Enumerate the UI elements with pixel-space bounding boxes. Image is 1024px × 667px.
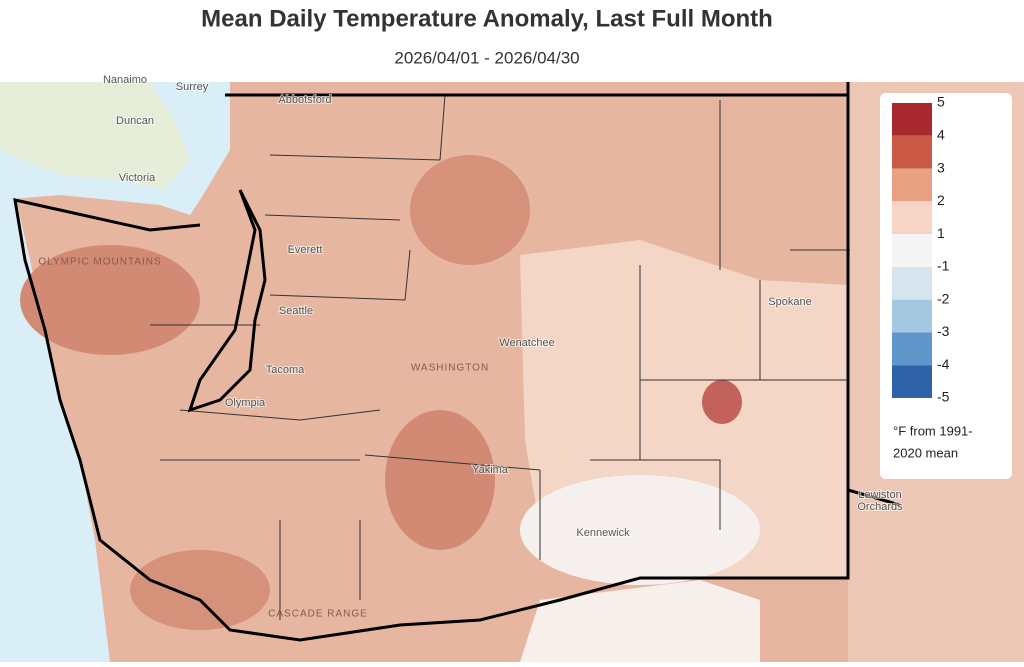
legend-swatch [892,103,932,136]
legend-label: -4 [937,356,950,372]
place-label: Surrey [176,81,209,93]
place-label: Olympia [225,397,266,409]
legend-swatch [892,135,932,169]
place-label: WASHINGTON [411,363,489,374]
cool-patch [520,580,760,662]
legend-swatch [892,332,932,366]
county-lines [150,94,850,620]
warm-patch [385,410,495,550]
legend-label: 4 [937,126,945,142]
warm-patch [20,245,200,355]
legend-label: 3 [937,159,945,175]
cool-patch [520,475,760,585]
legend-label: 5 [937,94,945,110]
legend-note: °F from 1991- [893,423,973,438]
legend-swatch [892,266,932,300]
legend: 5 4 3 2 1 -1 -2 -3 -4 -5 °F from 1991- 2020 mean [880,93,1012,479]
legend-label: -2 [937,290,950,306]
hot-spot [702,380,742,424]
legend-label: -3 [937,323,950,339]
place-label: CASCADE RANGE [268,609,368,620]
legend-swatch [892,299,932,333]
map [0,82,1024,662]
state-borders [13,82,901,642]
legend-swatch [892,234,932,267]
warm-patch [410,155,530,265]
place-label: Seattle [279,305,313,317]
legend-label: -1 [937,258,950,274]
warm-patch [130,550,270,630]
legend-label: 1 [937,225,945,241]
place-label: Yakima [472,464,509,476]
legend-swatch [892,168,932,202]
place-label: Orchards [857,501,903,513]
place-label: Tacoma [266,364,305,376]
subtitle: 2026/04/01 - 2026/04/30 [394,48,579,67]
place-label: Victoria [119,172,156,184]
legend-label: 2 [937,192,945,208]
place-label: Spokane [768,296,811,308]
place-label: OLYMPIC MOUNTAINS [38,257,161,268]
legend-swatch [892,365,932,398]
title: Mean Daily Temperature Anomaly, Last Ful… [201,5,773,32]
legend-label: -5 [937,389,950,405]
place-label: Kennewick [576,527,630,539]
legend-note: 2020 mean [893,445,958,460]
legend-swatch [892,201,932,235]
place-label: Abbotsford [278,94,331,106]
place-label: Lewiston [858,489,901,501]
place-label: Duncan [116,115,154,127]
place-label: Nanaimo [103,74,147,86]
place-label: Wenatchee [499,337,554,349]
place-label: Everett [288,244,323,256]
vancouver-island [0,82,190,190]
